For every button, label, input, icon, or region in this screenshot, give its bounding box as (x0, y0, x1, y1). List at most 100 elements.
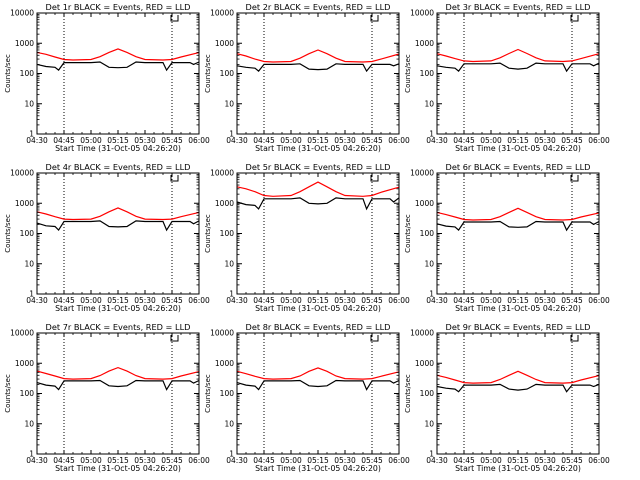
y-tick-label: 1 (429, 290, 434, 299)
y-tick-label: 10 (224, 99, 234, 108)
chart-panel: 1 10 100 1000 10000 04:30 04:45 05:00 05:15 05:30… (204, 162, 410, 313)
x-axis-label: Start Time (31-Oct-05 04:26:20) (255, 464, 381, 473)
y-tick-label: 10000 (10, 169, 34, 178)
lld-series-line (236, 367, 400, 380)
y-tick-label: 1000 (415, 359, 434, 368)
x-axis-label: Start Time (31-Oct-05 04:26:20) (55, 304, 181, 313)
y-tick-label: 10 (424, 259, 434, 268)
chart-panel: 1 10 100 1000 10000 04:30 04:45 05:00 05:15 05:30… (404, 322, 610, 473)
y-tick-label: 10000 (210, 329, 234, 338)
x-tick-label: 05:30 (534, 136, 556, 145)
plot-frame (236, 12, 400, 135)
events-series-line (236, 197, 400, 211)
x-axis-label: Start Time (31-Oct-05 04:26:20) (55, 464, 181, 473)
y-tick-label: 1000 (215, 39, 234, 48)
y-tick-label: 100 (420, 229, 435, 238)
x-tick-label: 05:30 (534, 296, 556, 305)
x-tick-label: 05:15 (507, 296, 529, 305)
legend-glyph (370, 335, 379, 342)
y-tick-label: 100 (220, 389, 235, 398)
x-tick-label: 05:45 (561, 136, 583, 145)
lld-series-line (436, 48, 600, 63)
x-tick-label: 06:00 (188, 296, 210, 305)
chart-title: Det 1r BLACK = Events, RED = LLD (46, 2, 191, 12)
y-tick-label: 10000 (410, 9, 434, 18)
y-axis-label: Counts/sec (404, 214, 412, 253)
x-tick-label: 06:00 (388, 296, 410, 305)
y-tick-label: 100 (220, 229, 235, 238)
x-tick-label: 05:30 (134, 136, 156, 145)
x-axis-label: Start Time (31-Oct-05 04:26:20) (455, 304, 581, 313)
chart-title: Det 8r BLACK = Events, RED = LLD (246, 322, 391, 332)
x-tick-label: 04:30 (226, 296, 248, 305)
x-tick-label: 05:00 (480, 136, 502, 145)
x-tick-label: 05:00 (480, 456, 502, 465)
x-tick-label: 05:45 (361, 136, 383, 145)
x-tick-label: 04:45 (253, 456, 275, 465)
x-tick-label: 06:00 (388, 136, 410, 145)
x-tick-label: 05:00 (80, 296, 102, 305)
y-tick-label: 1000 (215, 199, 234, 208)
lld-series-line (36, 48, 200, 61)
y-axis-label: Counts/sec (4, 214, 12, 253)
plot-frame (36, 332, 200, 455)
y-tick-label: 10000 (210, 169, 234, 178)
legend-glyph (370, 15, 379, 22)
y-tick-label: 10 (424, 99, 434, 108)
chart-title: Det 4r BLACK = Events, RED = LLD (46, 162, 191, 172)
chart-panel: 1 10 100 1000 10000 04:30 04:45 05:00 05:15 05:30… (404, 162, 610, 313)
y-tick-label: 10000 (10, 329, 34, 338)
y-axis-label: Counts/sec (4, 374, 12, 413)
y-tick-label: 100 (420, 69, 435, 78)
y-tick-label: 10000 (410, 169, 434, 178)
plot-frame (236, 332, 400, 455)
y-axis-label: Counts/sec (404, 374, 412, 413)
y-tick-label: 1 (29, 290, 34, 299)
chart-title: Det 7r BLACK = Events, RED = LLD (46, 322, 191, 332)
x-axis-label: Start Time (31-Oct-05 04:26:20) (455, 464, 581, 473)
y-axis-label: Counts/sec (204, 214, 212, 253)
y-tick-label: 1 (29, 130, 34, 139)
x-tick-label: 04:45 (453, 296, 475, 305)
chart-panel: 1 10 100 1000 10000 04:30 04:45 05:00 05:15 05:30… (404, 2, 610, 153)
x-tick-label: 04:30 (26, 456, 48, 465)
y-tick-label: 10 (424, 419, 434, 428)
y-tick-label: 1 (229, 290, 234, 299)
lld-series-line (236, 181, 400, 197)
y-tick-label: 10000 (410, 329, 434, 338)
chart-title: Det 6r BLACK = Events, RED = LLD (446, 162, 591, 172)
x-tick-label: 05:15 (107, 296, 129, 305)
x-tick-label: 04:30 (226, 456, 248, 465)
x-tick-label: 05:15 (107, 136, 129, 145)
y-tick-label: 10 (24, 99, 34, 108)
x-tick-label: 05:00 (480, 296, 502, 305)
y-tick-label: 1000 (415, 199, 434, 208)
chart-title: Det 2r BLACK = Events, RED = LLD (246, 2, 391, 12)
x-tick-label: 05:15 (307, 296, 329, 305)
x-tick-label: 05:45 (161, 136, 183, 145)
x-axis-label: Start Time (31-Oct-05 04:26:20) (455, 144, 581, 153)
lld-series-line (36, 366, 200, 380)
plot-frame (436, 332, 600, 455)
y-tick-label: 1000 (215, 359, 234, 368)
x-tick-label: 05:45 (561, 456, 583, 465)
x-tick-label: 06:00 (388, 456, 410, 465)
x-tick-label: 05:00 (280, 296, 302, 305)
lld-series-line (436, 370, 600, 384)
x-axis-label: Start Time (31-Oct-05 04:26:20) (255, 144, 381, 153)
events-series-line (36, 61, 200, 72)
y-tick-label: 1000 (15, 199, 34, 208)
plot-frame (436, 12, 600, 135)
chart-panel: 1 10 100 1000 10000 04:30 04:45 05:00 05:15 05:30… (204, 2, 410, 153)
y-tick-label: 1 (429, 130, 434, 139)
events-series-line (436, 220, 600, 232)
x-tick-label: 05:30 (334, 296, 356, 305)
legend-glyph (370, 175, 379, 182)
x-tick-label: 05:45 (561, 296, 583, 305)
x-tick-label: 05:15 (307, 136, 329, 145)
x-tick-label: 04:45 (53, 296, 75, 305)
x-tick-label: 05:30 (334, 456, 356, 465)
x-tick-label: 05:45 (361, 456, 383, 465)
x-tick-label: 05:45 (161, 456, 183, 465)
